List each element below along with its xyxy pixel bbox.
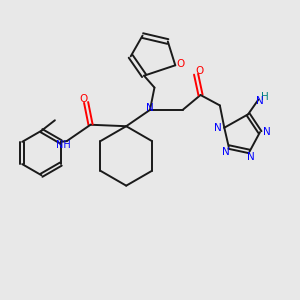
Text: N: N <box>262 127 270 137</box>
Text: N: N <box>214 123 222 133</box>
Text: NH: NH <box>56 140 71 150</box>
Text: O: O <box>176 59 185 69</box>
Text: N: N <box>146 103 154 113</box>
Text: O: O <box>79 94 87 104</box>
Text: N: N <box>256 96 264 106</box>
Text: O: O <box>196 66 204 76</box>
Text: H: H <box>261 92 269 101</box>
Text: N: N <box>247 152 255 162</box>
Text: N: N <box>222 147 230 158</box>
